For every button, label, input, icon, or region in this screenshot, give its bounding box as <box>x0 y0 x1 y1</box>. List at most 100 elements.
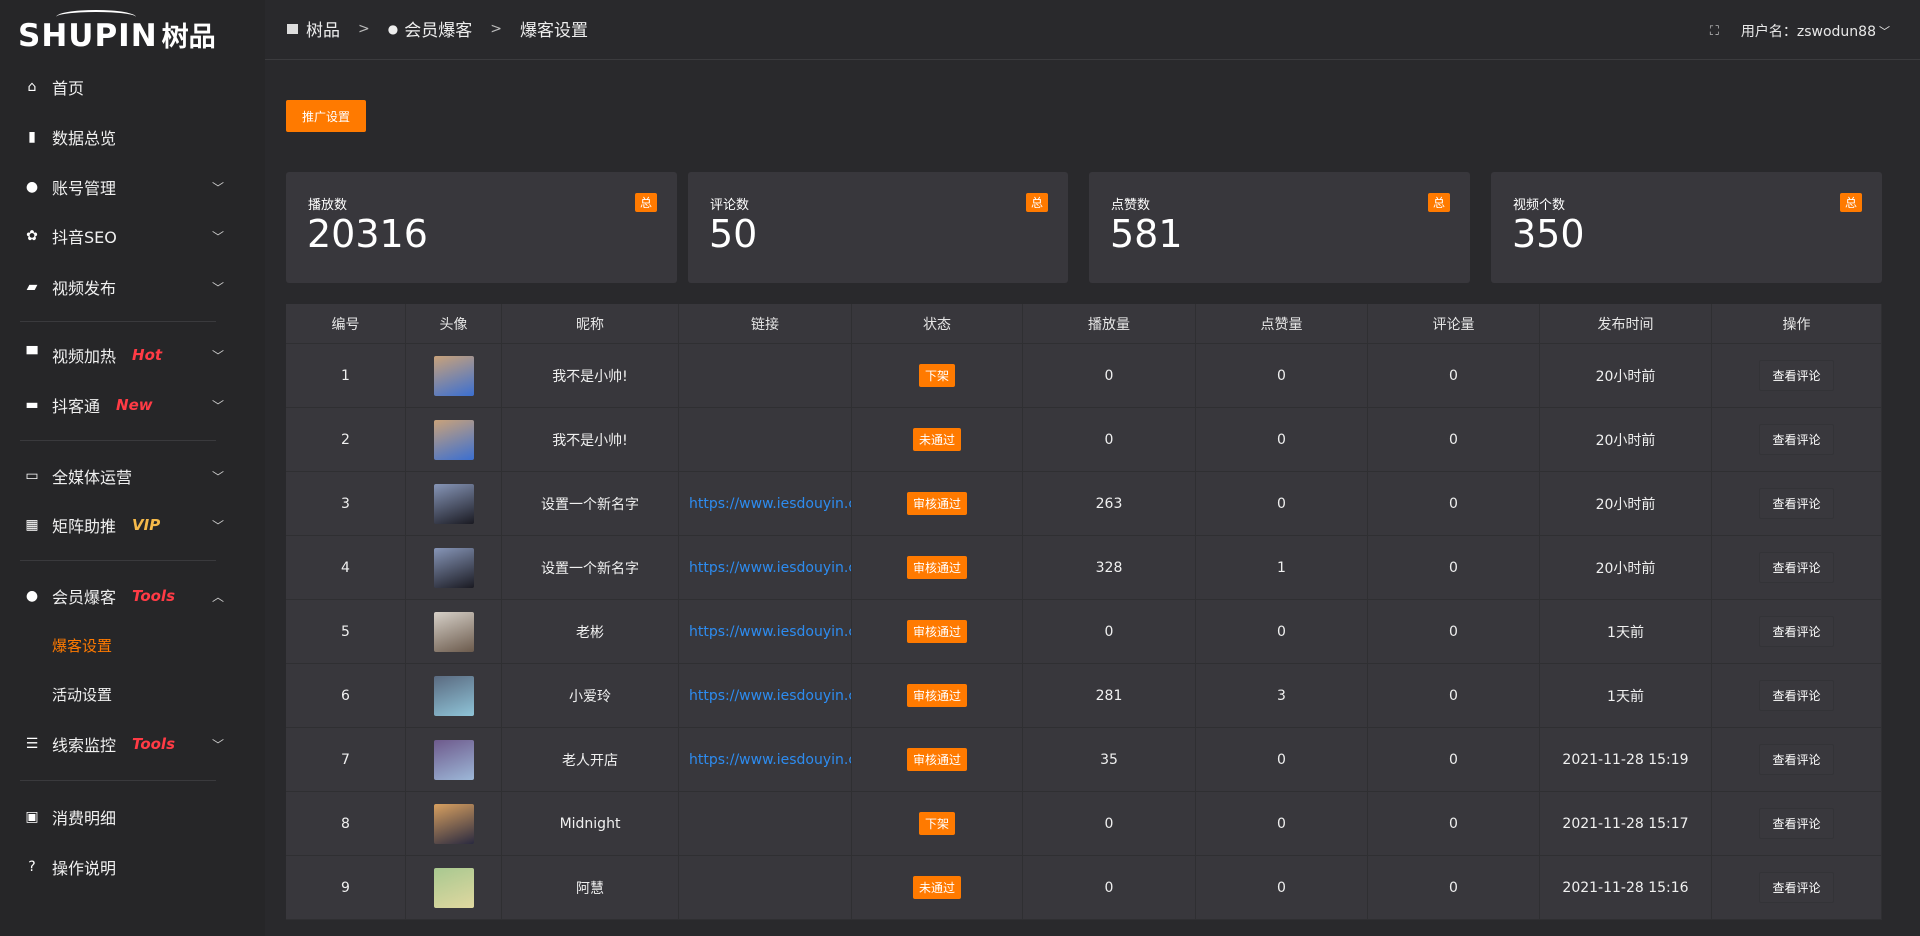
video-link[interactable]: https://www.iesdouyin.c <box>689 495 852 512</box>
table-cell: https://www.iesdouyin.c <box>679 664 852 727</box>
table-cell: 0 <box>1023 856 1196 919</box>
table-cell: 0 <box>1368 536 1540 599</box>
breadcrumb-parent[interactable]: 会员爆客 <box>404 21 473 41</box>
video-link[interactable]: https://www.iesdouyin.c <box>689 687 852 704</box>
sidebar-item-14[interactable]: ? 操作说明 <box>0 847 265 887</box>
sidebar-item-3[interactable]: ✿ 抖音SEO ﹀ <box>0 216 265 256</box>
column-header: 操作 <box>1712 304 1882 343</box>
fullscreen-icon[interactable]: ⛶ <box>1709 23 1719 39</box>
view-comments-button[interactable]: 查看评论 <box>1759 616 1834 647</box>
table-cell: 审核通过 <box>852 728 1023 791</box>
table-row: 9 阿慧 未通过 0 0 0 2021-11-28 15:16 查看评论 <box>286 856 1882 920</box>
logo[interactable]: SHUPIN 树品 <box>18 10 216 54</box>
status-badge: 审核通过 <box>906 492 967 515</box>
sidebar-item-label: 操作说明 <box>52 859 117 878</box>
view-comments-button[interactable]: 查看评论 <box>1759 808 1834 839</box>
divider <box>20 780 216 781</box>
username[interactable]: 用户名：zswodun88 <box>1740 24 1876 40</box>
table-row: 3 设置一个新名字 https://www.iesdouyin.c 审核通过 263 0 0… <box>286 472 1882 536</box>
table-cell <box>406 600 502 663</box>
view-comments-button[interactable]: 查看评论 <box>1759 424 1834 455</box>
table-cell: 2 <box>286 408 406 471</box>
chevron-down-icon[interactable]: ﹀ <box>212 180 225 195</box>
divider <box>20 560 216 561</box>
sidebar-item-label: 线索监控 <box>52 736 117 755</box>
video-link[interactable]: https://www.iesdouyin.c <box>689 751 852 768</box>
table-cell: 查看评论 <box>1712 664 1882 727</box>
stat-value: 20316 <box>307 212 428 256</box>
avatar <box>433 355 474 396</box>
sidebar-item-8[interactable]: ▦ 矩阵助推 VIP ﹀ <box>0 505 265 545</box>
table-cell: 2021-11-28 15:17 <box>1540 792 1712 855</box>
plays: 263 <box>1095 495 1123 512</box>
table-cell: 263 <box>1023 472 1196 535</box>
publish-time: 20小时前 <box>1595 368 1656 385</box>
comments: 0 <box>1449 687 1458 704</box>
publish-time: 20小时前 <box>1595 432 1656 449</box>
plays: 0 <box>1104 431 1114 448</box>
view-comments-button[interactable]: 查看评论 <box>1759 488 1834 519</box>
sidebar-item-label: 首页 <box>52 79 85 98</box>
column-header: 点赞量 <box>1196 304 1368 343</box>
comments: 0 <box>1449 367 1458 384</box>
row-id: 7 <box>341 751 350 768</box>
publish-time: 1天前 <box>1607 688 1644 705</box>
promo-settings-button[interactable]: 推广设置 <box>286 100 366 132</box>
table-cell <box>406 664 502 727</box>
view-comments-button[interactable]: 查看评论 <box>1759 360 1834 391</box>
gear-icon: ✿ <box>26 228 38 244</box>
sidebar-item-4[interactable]: ▰ 视频发布 ﹀ <box>0 267 265 307</box>
avatar <box>433 867 474 908</box>
breadcrumb-home[interactable]: 树品 <box>306 21 340 41</box>
sidebar-item-1[interactable]: ▮ 数据总览 <box>0 117 265 157</box>
sidebar-item-0[interactable]: ⌂ 首页 <box>0 67 265 107</box>
likes: 0 <box>1277 431 1286 448</box>
sidebar-item-13[interactable]: ▣ 消费明细 <box>0 797 265 837</box>
sidebar-item-7[interactable]: ▭ 全媒体运营 ﹀ <box>0 456 265 496</box>
avatar <box>433 611 474 652</box>
column-header: 发布时间 <box>1540 304 1712 343</box>
row-id: 8 <box>341 815 350 832</box>
sidebar-item-6[interactable]: ▬ 抖客通 New ﹀ <box>0 385 265 425</box>
nickname: 老彬 <box>576 624 604 641</box>
chevron-down-icon[interactable]: ﹀ <box>212 229 225 244</box>
plays: 0 <box>1104 879 1114 896</box>
sidebar-item-10[interactable]: 爆客设置 <box>0 625 265 665</box>
view-comments-button[interactable]: 查看评论 <box>1759 872 1834 903</box>
sidebar-item-label: 消费明细 <box>52 809 117 828</box>
comments: 0 <box>1449 495 1458 512</box>
view-comments-button[interactable]: 查看评论 <box>1759 744 1834 775</box>
nickname: 设置一个新名字 <box>541 560 639 577</box>
sidebar-item-5[interactable]: ▀ 视频加热 Hot ﹀ <box>0 335 265 375</box>
table-cell: 9 <box>286 856 406 919</box>
table-cell: 3 <box>286 472 406 535</box>
view-comments-button[interactable]: 查看评论 <box>1759 680 1834 711</box>
user-menu[interactable]: ⛶ 用户名：zswodun88 ﹀ <box>1710 21 1890 41</box>
chevron-down-icon[interactable]: ﹀ <box>212 280 225 295</box>
table-cell: 0 <box>1196 792 1368 855</box>
sidebar-item-2[interactable]: ● 账号管理 ﹀ <box>0 167 265 207</box>
status-badge: 未通过 <box>912 428 961 451</box>
status-badge: 审核通过 <box>906 556 967 579</box>
table-cell: 0 <box>1196 344 1368 407</box>
grid-icon: ▦ <box>25 517 39 533</box>
sidebar-item-11[interactable]: 活动设置 <box>0 674 265 714</box>
chevron-down-icon[interactable]: ﹀ <box>212 469 225 484</box>
divider <box>20 440 216 441</box>
chevron-down-icon[interactable]: ﹀ <box>212 518 225 533</box>
stat-card: 视频个数 350 总 <box>1491 172 1882 283</box>
chevron-down-icon[interactable]: ﹀ <box>212 348 225 363</box>
chevron-down-icon[interactable]: ﹀ <box>212 737 225 752</box>
chevron-down-icon[interactable]: ﹀ <box>1879 25 1890 38</box>
sidebar-item-12[interactable]: ☰ 线索监控 Tools ﹀ <box>0 724 265 764</box>
video-link[interactable]: https://www.iesdouyin.c <box>689 623 852 640</box>
view-comments-button[interactable]: 查看评论 <box>1759 552 1834 583</box>
table-cell: 0 <box>1196 856 1368 919</box>
sidebar-item-9[interactable]: ● 会员爆客 Tools ︿ <box>0 576 265 616</box>
chevron-up-icon[interactable]: ︿ <box>212 589 225 604</box>
table-cell: 0 <box>1368 728 1540 791</box>
chevron-down-icon[interactable]: ﹀ <box>212 398 225 413</box>
image-icon <box>287 23 298 34</box>
video-link[interactable]: https://www.iesdouyin.c <box>689 559 852 576</box>
table-row: 7 老人开店 https://www.iesdouyin.c 审核通过 35 0 0 2021… <box>286 728 1882 792</box>
